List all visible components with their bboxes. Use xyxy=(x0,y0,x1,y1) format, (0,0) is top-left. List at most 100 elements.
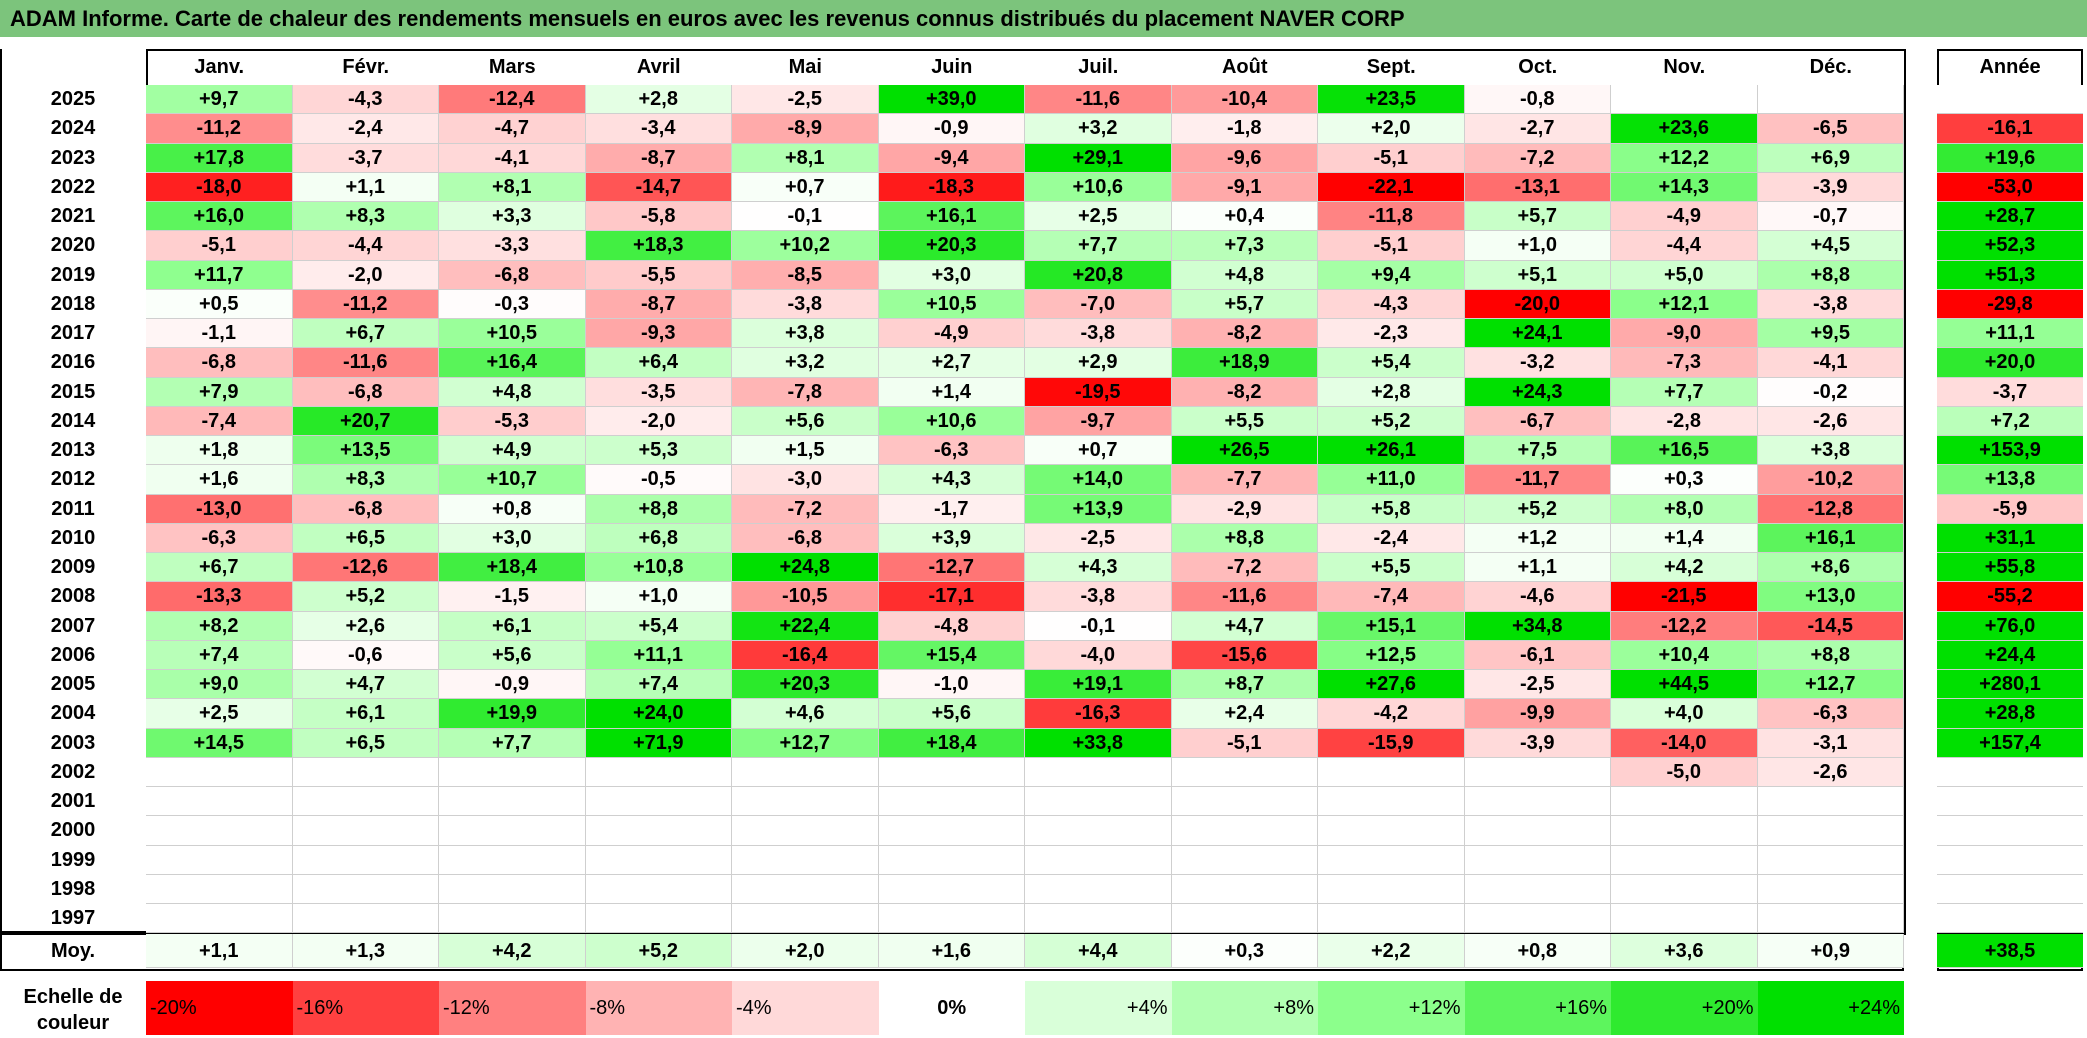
heatmap-cell: -0,2 xyxy=(1757,377,1904,407)
heatmap-cell xyxy=(1464,787,1611,817)
heatmap-cell: -2,5 xyxy=(1464,670,1611,700)
heatmap-cell: -2,3 xyxy=(1318,319,1465,349)
heatmap-cell xyxy=(1025,787,1172,817)
year-label: 2016 xyxy=(50,351,96,374)
heatmap-cell: -17,1 xyxy=(878,582,1025,612)
heatmap-cell xyxy=(1611,816,1758,846)
heatmap-cell xyxy=(1318,757,1465,787)
heatmap-cell xyxy=(1757,787,1904,817)
heatmap-cell xyxy=(1171,874,1318,904)
heatmap-cell: +1,1 xyxy=(292,172,439,202)
scale-stop: +12% xyxy=(1318,981,1465,1035)
heatmap-cell: -11,6 xyxy=(1025,85,1172,115)
annual-cell: -5,9 xyxy=(1937,494,2083,524)
heatmap-cell: +2,6 xyxy=(292,611,439,641)
annual-cell xyxy=(1937,85,2083,115)
heatmap-cell: +5,6 xyxy=(732,406,879,436)
heatmap-cell: -15,6 xyxy=(1171,640,1318,670)
heatmap-cell: -19,5 xyxy=(1025,377,1172,407)
heatmap-cell: +8,1 xyxy=(732,143,879,173)
heatmap-cell: -2,8 xyxy=(1611,406,1758,436)
heatmap-cell: +12,1 xyxy=(1611,289,1758,319)
annual-cell: +153,9 xyxy=(1937,436,2083,466)
heatmap-cell xyxy=(1025,845,1172,875)
heatmap-cell: +13,0 xyxy=(1757,582,1904,612)
month-header: Mai xyxy=(788,56,822,78)
heatmap-cell xyxy=(292,904,439,934)
heatmap-cell: -3,4 xyxy=(585,114,732,144)
average-label: Moy. xyxy=(50,940,96,962)
annual-cell xyxy=(1937,816,2083,846)
heatmap-cell xyxy=(1611,874,1758,904)
heatmap-cell xyxy=(1611,85,1758,115)
heatmap-cell: -9,0 xyxy=(1611,319,1758,349)
heatmap-cell: +18,4 xyxy=(878,728,1025,758)
annual-cell: +55,8 xyxy=(1937,553,2083,583)
heatmap-cell: +27,6 xyxy=(1318,670,1465,700)
heatmap-cell: -5,1 xyxy=(1171,728,1318,758)
year-label: 2002 xyxy=(50,760,96,783)
heatmap-cell xyxy=(732,816,879,846)
heatmap-cell: -8,7 xyxy=(585,289,732,319)
heatmap-cell: +16,4 xyxy=(439,348,586,378)
heatmap-cell: -4,9 xyxy=(1611,202,1758,232)
heatmap-cell: -6,3 xyxy=(146,523,293,553)
heatmap-cell: -7,8 xyxy=(732,377,879,407)
heatmap-cell: -6,1 xyxy=(1464,640,1611,670)
heatmap-cell xyxy=(292,757,439,787)
year-label: 2005 xyxy=(50,673,96,695)
annual-cell: -55,2 xyxy=(1937,582,2083,612)
heatmap-cell: +5,4 xyxy=(585,611,732,641)
heatmap-cell: +10,2 xyxy=(732,231,879,261)
heatmap-cell: +4,8 xyxy=(439,377,586,407)
average-cell: +1,6 xyxy=(878,934,1025,968)
heatmap-cell: -1,8 xyxy=(1171,114,1318,144)
heatmap-cell: +3,9 xyxy=(878,523,1025,553)
heatmap-cell xyxy=(1757,904,1904,934)
heatmap-cell: +3,0 xyxy=(439,523,586,553)
heatmap-cell: -14,7 xyxy=(585,172,732,202)
heatmap-cell: +1,2 xyxy=(1464,523,1611,553)
average-cell: +2,2 xyxy=(1318,934,1465,968)
heatmap-cell: -0,1 xyxy=(1025,611,1172,641)
heatmap-cell: -14,0 xyxy=(1611,728,1758,758)
heatmap-cell: +5,6 xyxy=(439,640,586,670)
annual-cell xyxy=(1937,787,2083,817)
heatmap-cell: +14,3 xyxy=(1611,172,1758,202)
heatmap-cell: -10,4 xyxy=(1171,85,1318,115)
heatmap-cell: -16,4 xyxy=(732,640,879,670)
heatmap-cell: +14,5 xyxy=(146,728,293,758)
heatmap-cell: -9,7 xyxy=(1025,406,1172,436)
heatmap-cell: +5,7 xyxy=(1171,289,1318,319)
heatmap-cell: -5,5 xyxy=(585,260,732,290)
heatmap-cell xyxy=(585,904,732,934)
heatmap-cell: +12,2 xyxy=(1611,143,1758,173)
heatmap-cell: -7,2 xyxy=(1171,553,1318,583)
heatmap-cell: +3,0 xyxy=(878,260,1025,290)
annual-cell: +76,0 xyxy=(1937,611,2083,641)
heatmap-cell: -1,0 xyxy=(878,670,1025,700)
average-cell: +4,4 xyxy=(1025,934,1172,968)
heatmap-cell: +7,5 xyxy=(1464,436,1611,466)
heatmap-cell: -4,1 xyxy=(439,143,586,173)
heatmap-cell xyxy=(146,816,293,846)
annual-header: Année xyxy=(1979,56,2041,78)
year-label: 1999 xyxy=(50,848,96,871)
year-label: 2000 xyxy=(50,819,96,842)
heatmap-cell: +3,8 xyxy=(1757,436,1904,466)
heatmap-cell: -6,8 xyxy=(292,377,439,407)
heatmap-cell: +8,2 xyxy=(146,611,293,641)
heatmap-cell: -1,7 xyxy=(878,494,1025,524)
heatmap-cell: +5,2 xyxy=(292,582,439,612)
heatmap-cell xyxy=(1318,874,1465,904)
annual-cell: +280,1 xyxy=(1937,670,2083,700)
heatmap-cell xyxy=(1025,757,1172,787)
heatmap-cell xyxy=(1171,787,1318,817)
heatmap-cell: +22,4 xyxy=(732,611,879,641)
heatmap-cell: +2,5 xyxy=(146,699,293,729)
heatmap-cell: +44,5 xyxy=(1611,670,1758,700)
heatmap-cell: -13,0 xyxy=(146,494,293,524)
heatmap-cell: -5,1 xyxy=(1318,143,1465,173)
heatmap-cell: +6,8 xyxy=(585,523,732,553)
heatmap-cell: -6,8 xyxy=(292,494,439,524)
